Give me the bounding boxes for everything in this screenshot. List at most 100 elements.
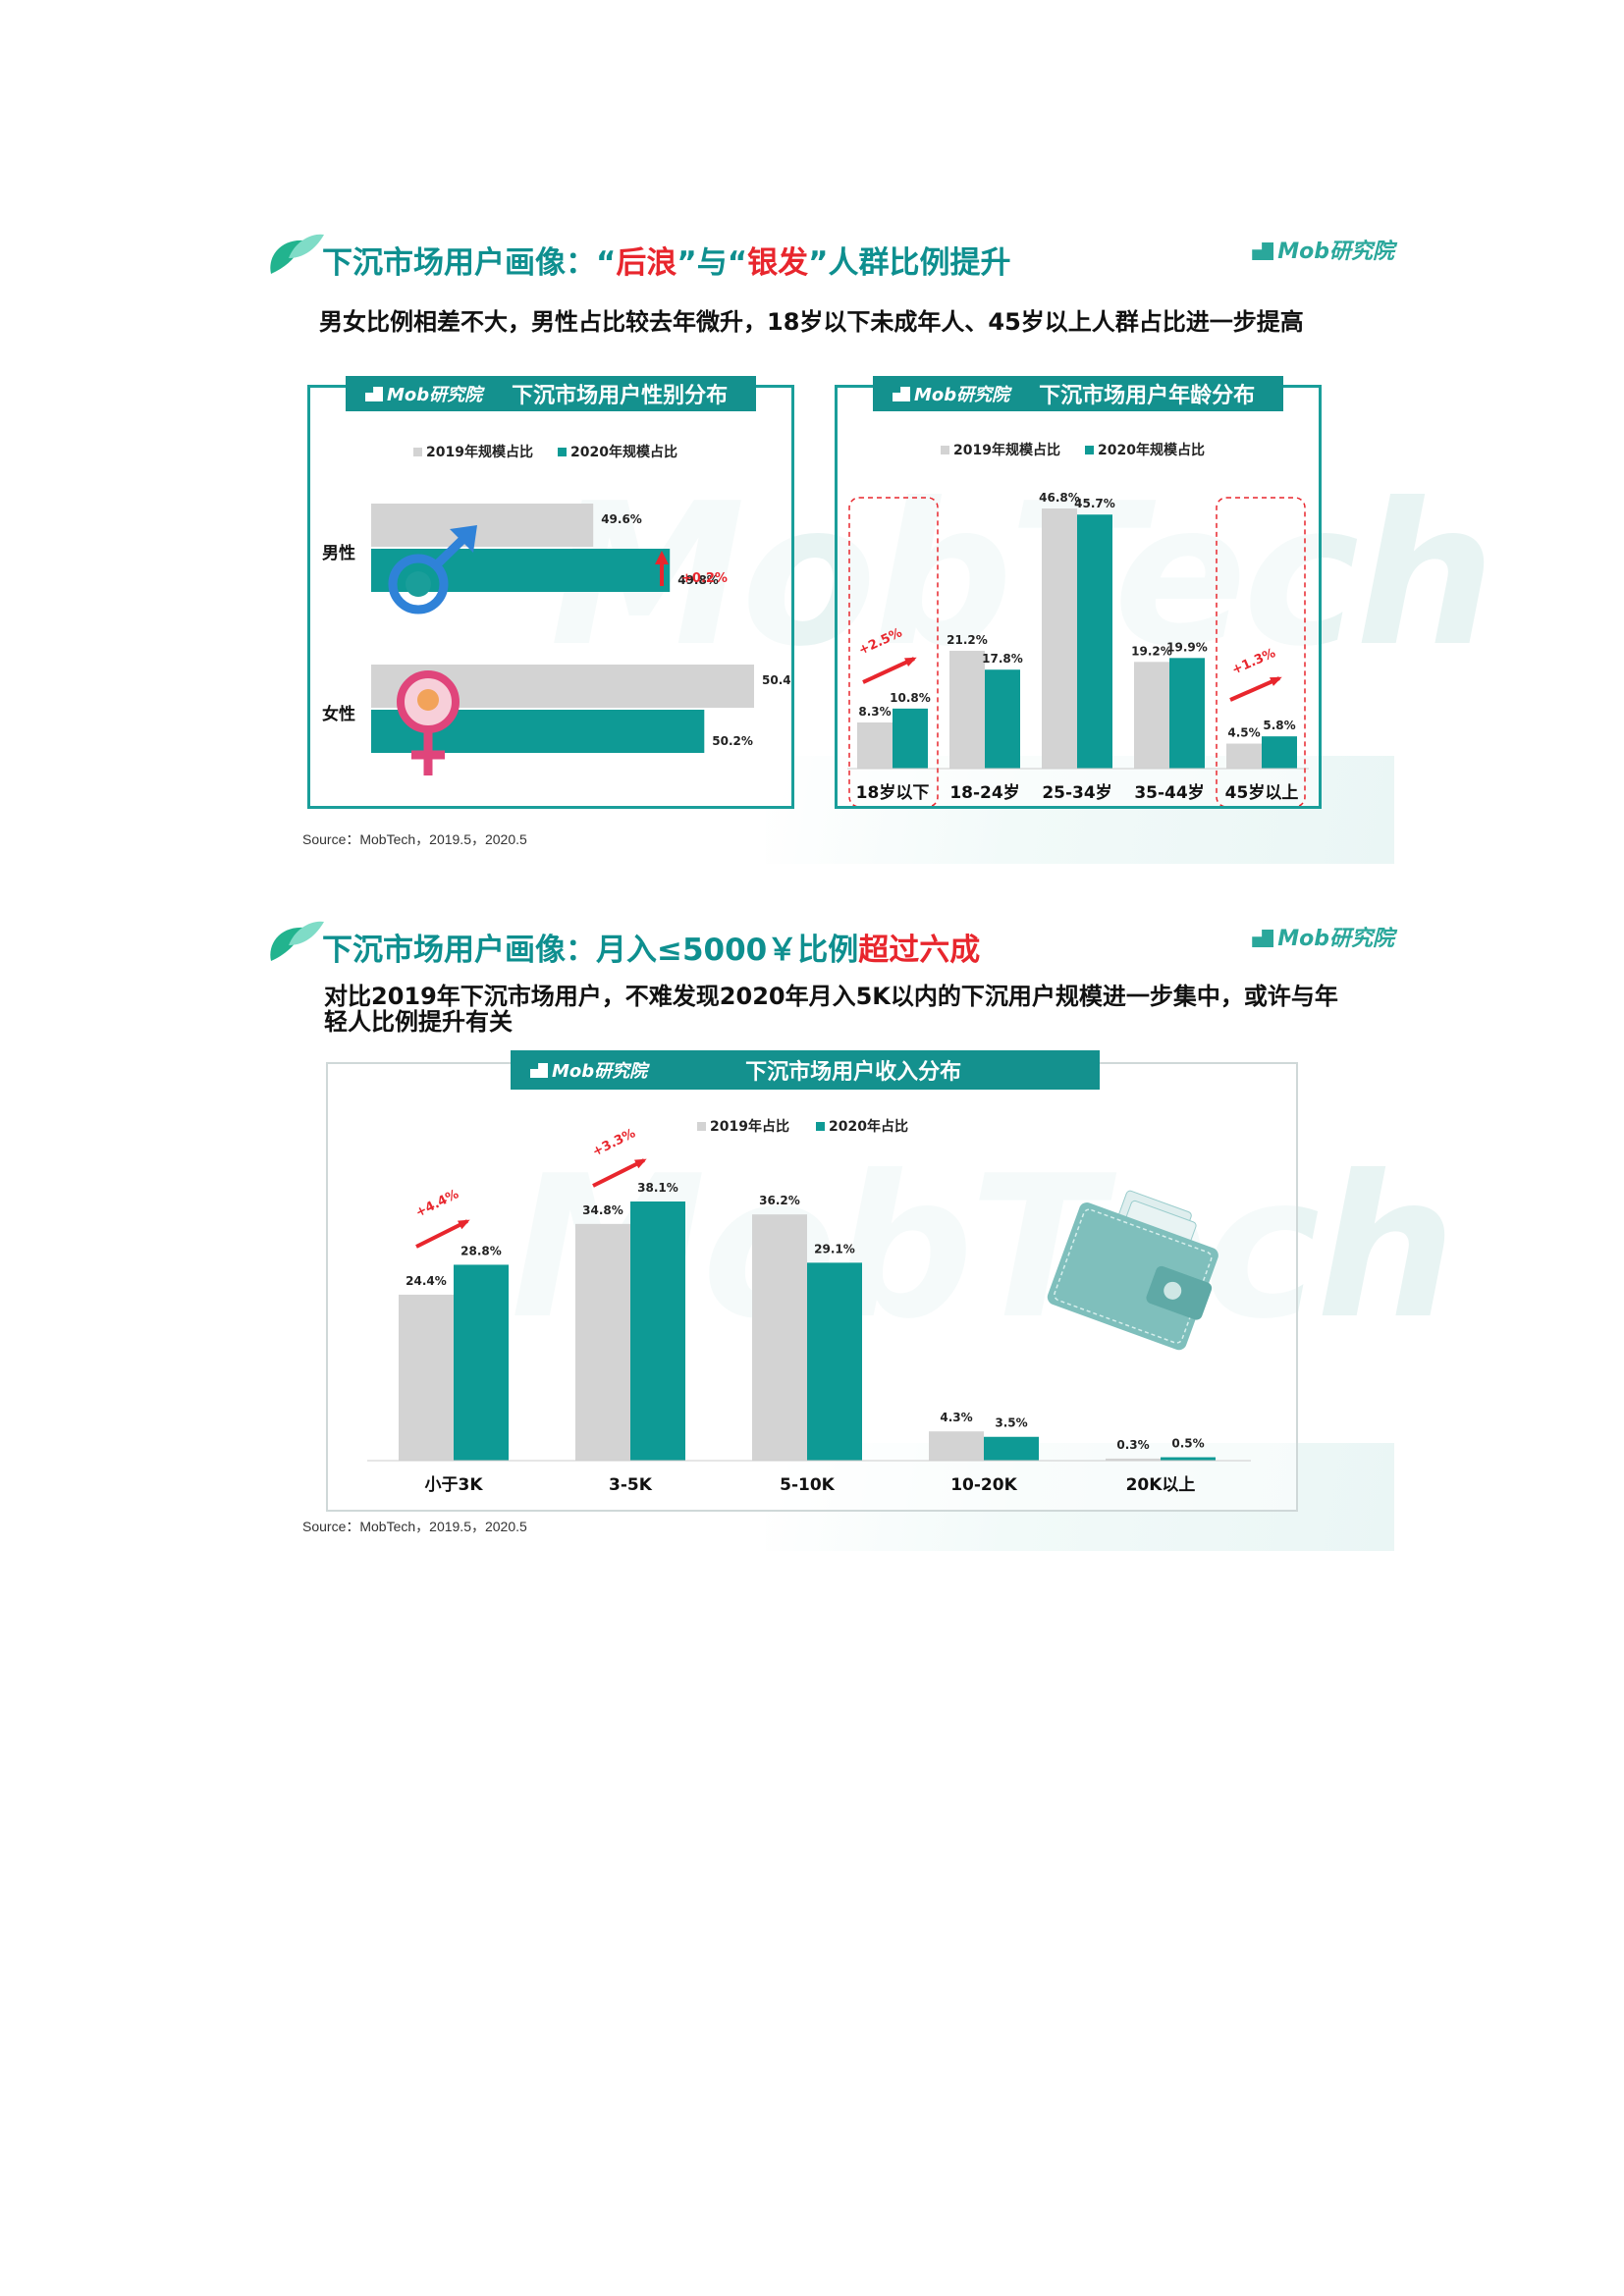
leaf-logo-icon: [270, 921, 324, 961]
up-arrow-icon: [655, 551, 669, 564]
bar: [575, 1223, 630, 1461]
category-label: 45岁以上: [1225, 782, 1299, 803]
wallet-icon: [1047, 1190, 1218, 1351]
building-icon: [1252, 930, 1274, 947]
bar: [1226, 743, 1262, 769]
legend-swatch: [941, 446, 949, 454]
leaf-logo-icon: [270, 234, 324, 274]
male-symbol-icon: [388, 554, 449, 614]
bar: [807, 1262, 862, 1461]
page-subtitle: 对比2019年下沉市场用户，不难发现2020年月入5K以内的下沉用户规模进一步集…: [324, 983, 1338, 1036]
legend-label: 2019年规模占比: [953, 442, 1060, 458]
bar: [1262, 736, 1297, 769]
trend-arrow-line: [862, 657, 915, 684]
age-panel-header: Mob研究院 下沉市场用户年龄分布: [873, 376, 1283, 411]
data-label: 0.3%: [1116, 1438, 1149, 1452]
data-label: 50.2%: [712, 734, 753, 748]
bar: [985, 669, 1020, 769]
data-label: 0.5%: [1171, 1437, 1204, 1451]
legend-swatch: [413, 448, 422, 456]
data-label: 10.8%: [890, 691, 931, 705]
category-label: 35-44岁: [1134, 782, 1204, 803]
data-label: 3.5%: [995, 1416, 1027, 1430]
data-label: 45.7%: [1074, 497, 1115, 510]
wallet-icon: [1164, 1281, 1182, 1300]
data-label: 36.2%: [759, 1194, 800, 1207]
category-label: 小于3K: [424, 1475, 483, 1495]
category-label: 18岁以下: [856, 782, 930, 803]
income-chart: 2019年占比 2020年占比 24.4% 28.8% 小于3K 34.8% 38.1% 3-…: [367, 1118, 1251, 1495]
bar: [949, 650, 985, 769]
trend-arrow-line: [592, 1158, 645, 1188]
trend-annotation: +2.5%: [856, 625, 904, 658]
data-label: 24.4%: [406, 1274, 447, 1288]
source-note: Source：MobTech，2019.5，2020.5: [302, 1519, 527, 1534]
bar: [1169, 658, 1205, 769]
data-label: 4.3%: [940, 1411, 972, 1424]
legend-swatch: [1085, 446, 1094, 454]
gender-panel-header: Mob研究院 下沉市场用户性别分布: [346, 376, 756, 411]
chart-title: 下沉市场用户收入分布: [745, 1060, 962, 1085]
legend-label: 2020年占比: [829, 1118, 908, 1135]
mob-logo: Mob研究院: [1252, 921, 1394, 952]
data-label: 49.6%: [601, 512, 642, 526]
age-panel: Mob研究院 下沉市场用户年龄分布 2019年规模占比 2020年规模占比 8.3%…: [835, 376, 1322, 809]
trend-arrow-head: [634, 1158, 647, 1169]
data-label: 21.2%: [947, 633, 988, 647]
trend-arrow-line: [415, 1219, 468, 1249]
legend-swatch: [558, 448, 567, 456]
data-label: 34.8%: [582, 1203, 623, 1217]
data-label: 49.8%: [677, 573, 719, 587]
trend-arrow-head: [904, 657, 917, 667]
data-label: 19.2%: [1131, 644, 1172, 658]
wallet-icon: [1047, 1202, 1218, 1351]
page-title: 下沉市场用户画像：月入≤5000￥比例超过六成: [322, 933, 981, 968]
bar: [454, 1264, 509, 1461]
trend-arrow-head: [458, 1219, 470, 1230]
legend-label: 2019年占比: [710, 1118, 789, 1135]
trend-annotation: +4.4%: [413, 1187, 461, 1220]
income-panel: Mob研究院 下沉市场用户收入分布 2019年占比 2020年占比 24.4% 28.…: [326, 1050, 1298, 1512]
category-label: 25-34岁: [1042, 782, 1111, 803]
trend-annotation: +3.3%: [590, 1126, 638, 1159]
female-symbol-icon: [417, 689, 439, 711]
legend-label: 2019年规模占比: [426, 444, 533, 460]
legend-label: 2020年规模占比: [1098, 442, 1205, 458]
legend-label: 2020年规模占比: [570, 444, 677, 460]
category-label: 18-24岁: [949, 782, 1019, 803]
trend-annotation: +0.2%: [681, 571, 728, 586]
bar: [1161, 1457, 1216, 1461]
bar: [1134, 662, 1169, 769]
page-title: 下沉市场用户画像：“后浪”与“银发”人群比例提升: [322, 245, 1011, 281]
slide-income: MobTech 下沉市场用户画像：月入≤5000￥比例超过六成 Mob研究院 对…: [265, 913, 1456, 1551]
category-label: 20K以上: [1126, 1475, 1196, 1495]
age-chart: 2019年规模占比 2020年规模占比 8.3%10.8% 18岁以下 21.2% 17.…: [847, 442, 1309, 806]
mob-logo: Mob研究院: [1252, 234, 1394, 265]
bar: [630, 1201, 685, 1461]
bar: [752, 1214, 807, 1461]
category-label: 10-20K: [950, 1475, 1017, 1495]
data-label: 50.4%: [762, 673, 791, 687]
bar: [399, 1294, 454, 1461]
bar: [1106, 1458, 1161, 1461]
page-subtitle: 男女比例相差不大，男性占比较去年微升，18岁以下未成年人、45岁以上人群占比进一…: [319, 308, 1304, 336]
data-label: 5.8%: [1263, 719, 1295, 732]
trend-arrow-line: [1229, 676, 1280, 702]
legend-swatch: [697, 1122, 706, 1131]
bar: [1042, 508, 1077, 769]
income-panel-header: Mob研究院 下沉市场用户收入分布: [511, 1050, 1100, 1090]
slide-age-gender: MobTech 下沉市场用户画像：“后浪”与“银发”人群比例提升 Mob研究院 …: [265, 226, 1495, 864]
chart-title: 下沉市场用户性别分布: [512, 384, 729, 408]
data-label: 38.1%: [637, 1181, 678, 1195]
male-symbol-icon: [450, 525, 477, 553]
chart-title: 下沉市场用户年龄分布: [1039, 384, 1256, 408]
legend-swatch: [816, 1122, 825, 1131]
category-label: 男性: [322, 543, 355, 563]
trend-arrow-head: [1270, 676, 1282, 686]
source-note: Source：MobTech，2019.5，2020.5: [302, 831, 527, 847]
gender-panel: Mob研究院 下沉市场用户性别分布 2019年规模占比 2020年规模占比男性 49…: [307, 376, 794, 809]
trend-annotation: +1.3%: [1230, 646, 1278, 678]
data-label: 17.8%: [982, 652, 1023, 666]
bar: [929, 1431, 984, 1461]
bar: [984, 1436, 1039, 1461]
